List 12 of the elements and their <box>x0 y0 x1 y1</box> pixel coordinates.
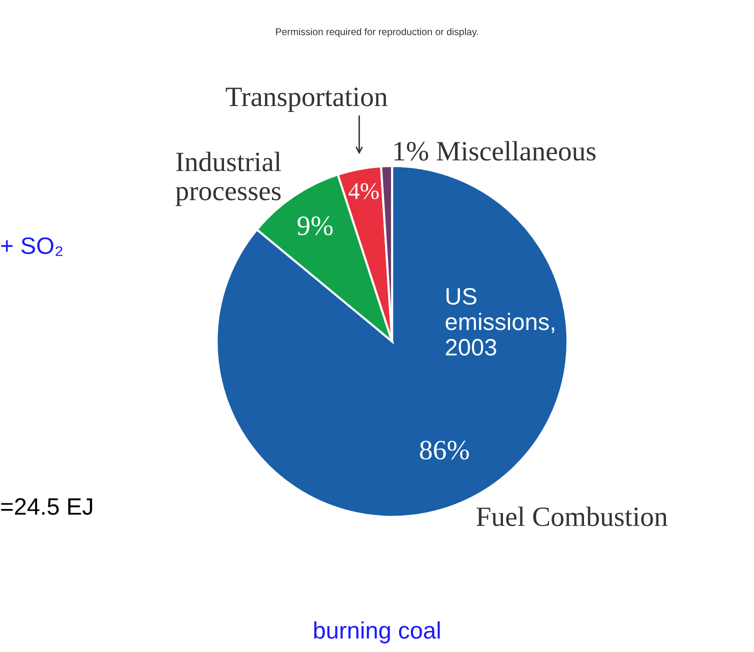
slice-label: Industrial processes <box>176 152 282 206</box>
data-label: 86% <box>420 440 469 460</box>
text: =24.5 EJ <box>1 498 92 515</box>
text: + SO₂ <box>1 237 62 256</box>
data-label: 9% <box>298 216 333 236</box>
data-label: 4% <box>348 183 379 200</box>
text: Permission required for reproduction or display. <box>276 28 478 38</box>
text: burning coal <box>314 621 440 644</box>
slice-label: Transportation <box>226 88 388 112</box>
slice-label: 1% Miscellaneous <box>394 141 596 161</box>
slice-label: Fuel Combustion <box>476 506 668 526</box>
text: US emissions, 2003 <box>446 288 554 356</box>
